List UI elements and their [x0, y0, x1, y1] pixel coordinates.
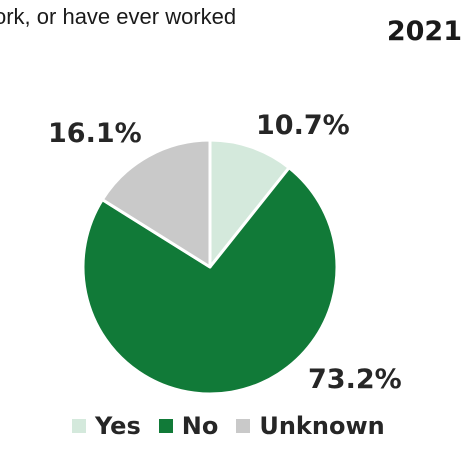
legend-item-yes: Yes — [72, 412, 141, 440]
legend-label-no: No — [181, 412, 219, 440]
slice-yes — [208, 138, 291, 269]
legend-item-no: No — [158, 412, 219, 440]
chart-legend: Yes No Unknown — [72, 412, 385, 440]
slice-unknown — [100, 138, 212, 269]
legend-label-unknown: Unknown — [259, 412, 385, 440]
slice-label-unknown: 16.1% — [48, 118, 142, 149]
year-label: 2021 — [386, 16, 462, 47]
legend-label-yes: Yes — [95, 412, 141, 440]
legend-swatch-yes — [72, 419, 86, 433]
legend-item-unknown: Unknown — [236, 412, 385, 440]
legend-swatch-no — [158, 419, 173, 433]
slice-label-yes: 10.7% — [256, 110, 350, 141]
chart-title-fragment: ork, or have ever worked — [0, 4, 237, 29]
legend-swatch-unknown — [236, 419, 251, 433]
slice-no — [81, 166, 339, 396]
slice-label-no: 73.2% — [308, 364, 402, 395]
